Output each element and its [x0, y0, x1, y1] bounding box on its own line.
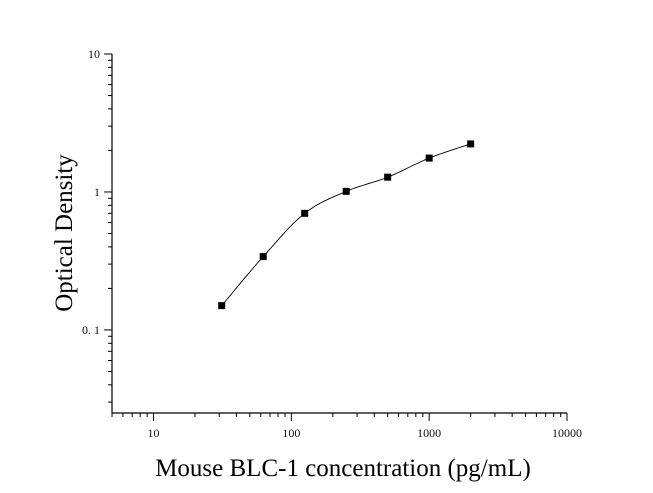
- y-ticks-layer: 0. 1 1 10: [82, 47, 112, 403]
- fit-curve: [221, 143, 471, 306]
- x-axis-title: Mouse BLC-1 concentration (pg/mL): [155, 455, 531, 482]
- data-point: [218, 302, 226, 310]
- data-point: [467, 140, 475, 148]
- points-layer: [218, 140, 475, 310]
- y-tick-label: 0. 1: [82, 323, 100, 337]
- y-tick-label: 10: [88, 47, 100, 61]
- data-point: [425, 154, 433, 162]
- data-point: [342, 187, 350, 195]
- x-tick-label: 10000: [552, 426, 582, 440]
- data-point: [301, 209, 309, 217]
- x-tick-label: 10: [147, 426, 159, 440]
- x-tick-label: 100: [282, 426, 300, 440]
- y-tick-label: 1: [94, 185, 100, 199]
- y-axis-title: Optical Density: [51, 154, 78, 312]
- data-point: [384, 173, 392, 181]
- curve-layer: [221, 143, 471, 306]
- axes-layer: [111, 54, 567, 414]
- x-ticks-layer: 10 100 1000 10000: [111, 413, 582, 440]
- x-tick-label: 1000: [417, 426, 441, 440]
- data-point: [259, 253, 267, 261]
